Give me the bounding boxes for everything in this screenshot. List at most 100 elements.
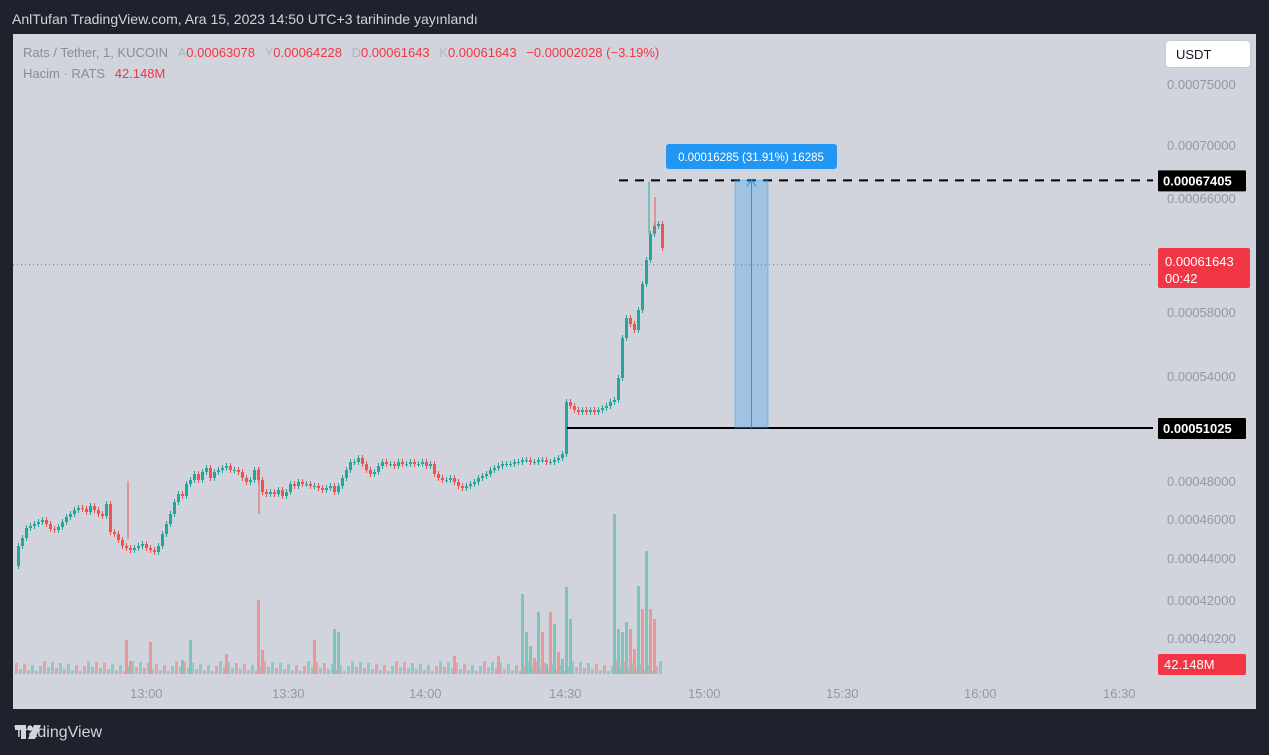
volume-bar: [59, 663, 62, 674]
volume-bar: [633, 649, 636, 674]
volume-bar: [129, 661, 132, 674]
tradingview-logo[interactable]: TradingView: [14, 724, 102, 742]
volume-bar: [487, 667, 490, 674]
candle: [237, 467, 240, 475]
candle-body: [369, 470, 372, 474]
volume-bar: [535, 662, 538, 674]
volume-bar: [463, 664, 466, 674]
candle: [529, 457, 532, 465]
candle-body: [241, 472, 244, 478]
volume-bar: [43, 661, 46, 674]
volume-bar: [383, 665, 386, 674]
candle: [609, 399, 612, 409]
volume-label[interactable]: Hacim · RATS: [23, 66, 106, 81]
volume-bar: [261, 650, 264, 674]
measure-label-bg: [666, 144, 837, 169]
candle-body: [533, 462, 536, 463]
candle: [81, 505, 84, 512]
candle: [465, 483, 468, 491]
volume-bar: [515, 665, 518, 674]
volume-bar: [115, 670, 118, 674]
candle-body: [625, 318, 628, 338]
candle-body: [57, 527, 60, 530]
candle-body: [293, 484, 296, 486]
candle: [377, 463, 380, 475]
chart-panel[interactable]: 0.000750000.000700000.000660000.00062000…: [13, 34, 1256, 709]
candle: [617, 375, 620, 403]
volume-bar: [453, 656, 456, 674]
candle-body: [437, 474, 440, 478]
open-value: 0.00063078: [186, 45, 255, 60]
candle-body: [561, 454, 564, 458]
tradingview-logo-icon: [15, 725, 41, 739]
volume-bar: [613, 514, 616, 674]
candle-body: [469, 484, 472, 486]
candle-body: [445, 480, 448, 481]
volume-bar: [507, 664, 510, 674]
candle-body: [589, 410, 592, 412]
volume-bar: [207, 665, 210, 674]
volume-bar: [587, 663, 590, 674]
candle-body: [121, 540, 124, 546]
high-value: 0.00064228: [273, 45, 342, 60]
candle: [409, 459, 412, 467]
candle-body: [553, 460, 556, 462]
volume-bar: [395, 661, 398, 674]
candle-body: [637, 310, 640, 330]
volume-bar: [257, 600, 260, 674]
candle-body: [229, 466, 232, 470]
volume-bar: [299, 671, 302, 674]
volume-bar: [135, 667, 138, 674]
volume-bar: [195, 669, 198, 674]
low-value: 0.00061643: [360, 45, 430, 60]
volume-bar: [343, 671, 346, 674]
candle-body: [477, 478, 480, 482]
volume-bar: [187, 668, 190, 674]
candle-body: [573, 406, 576, 410]
candle: [541, 457, 544, 463]
volume-bar: [607, 671, 610, 674]
candle: [453, 475, 456, 485]
last-price-badge: 0.00061643: [1165, 254, 1234, 269]
currency-selector[interactable]: USDT: [1165, 40, 1251, 68]
candle-body: [361, 458, 364, 464]
volume-bar: [63, 669, 66, 674]
candle: [221, 465, 224, 473]
volume-bar: [629, 629, 632, 674]
candle: [585, 407, 588, 415]
candle-body: [97, 510, 100, 514]
price-chart[interactable]: 0.000750000.000700000.000660000.00062000…: [13, 34, 1256, 709]
candle: [181, 491, 184, 499]
y-tick-label: 0.00075000: [1167, 77, 1236, 92]
candle: [461, 483, 464, 491]
candle-body: [449, 478, 452, 480]
volume-bar: [337, 632, 340, 674]
candle-body: [249, 480, 252, 482]
candle-body: [157, 546, 160, 552]
volume-bar: [571, 661, 574, 674]
candle: [133, 545, 136, 553]
candle-body: [125, 546, 128, 548]
symbol-name[interactable]: Rats / Tether, 1, KUCOIN: [23, 45, 168, 60]
candle: [273, 489, 276, 497]
y-tick-label: 0.00070000: [1167, 138, 1236, 153]
candle: [277, 487, 280, 497]
candle-body: [101, 514, 104, 516]
candle-body: [365, 464, 368, 470]
volume-bar: [451, 668, 454, 674]
volume-bar: [497, 656, 500, 674]
candle: [657, 221, 660, 229]
volume-bar: [283, 669, 286, 674]
candle: [437, 471, 440, 481]
candle-body: [393, 464, 396, 466]
y-tick-label: 0.00042000: [1167, 593, 1236, 608]
volume-bar: [335, 670, 338, 674]
candle: [525, 457, 528, 463]
candle-body: [17, 546, 20, 566]
candle: [573, 403, 576, 413]
candle-body: [425, 462, 428, 466]
candle-body: [145, 544, 148, 548]
candle: [493, 465, 496, 473]
candle-body: [417, 464, 420, 465]
volume-bar: [569, 619, 572, 674]
